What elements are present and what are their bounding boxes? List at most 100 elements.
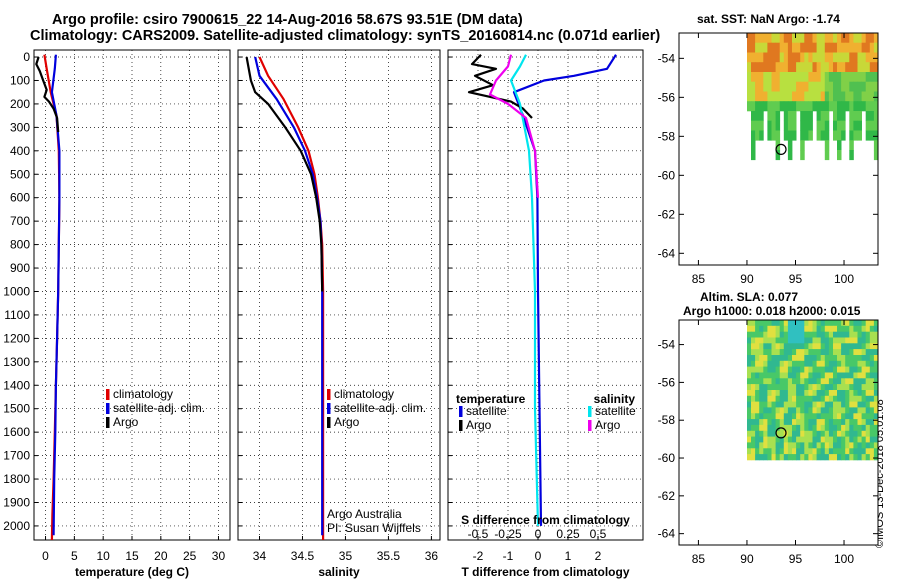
map-cell — [853, 349, 858, 356]
map-cell — [775, 407, 781, 414]
map-cell — [804, 424, 809, 432]
map-cell — [824, 91, 830, 102]
map-cell — [853, 120, 858, 131]
map-cell — [861, 325, 867, 332]
map-cell — [775, 360, 781, 367]
map-cell — [828, 343, 834, 350]
map-cell — [755, 52, 760, 63]
map-cell — [804, 343, 809, 350]
map-cell — [820, 320, 826, 327]
map-cell — [808, 52, 813, 63]
map-cell — [808, 343, 813, 350]
map-cell — [849, 372, 854, 379]
map-cell — [841, 81, 846, 92]
map-cell — [747, 372, 752, 379]
map-cell — [853, 111, 858, 122]
map-cell — [833, 424, 838, 432]
map-cell — [771, 378, 776, 385]
map-cell — [804, 42, 809, 53]
map-cell — [771, 81, 776, 92]
x-tick-label: 35.5 — [377, 549, 401, 563]
map-cell — [873, 366, 879, 373]
map-cell — [747, 81, 752, 92]
map-cell — [792, 355, 797, 362]
map-cell — [755, 331, 760, 338]
map-cell — [869, 360, 875, 367]
map-cell — [759, 454, 764, 461]
map-cell — [849, 378, 854, 385]
map-cell — [828, 62, 834, 73]
map-cell — [808, 384, 813, 391]
series-line — [512, 54, 617, 526]
map-cell — [751, 419, 756, 426]
map-cell — [833, 378, 838, 385]
map-cell — [759, 101, 764, 112]
map-cell — [771, 101, 776, 112]
map-cell — [833, 42, 838, 53]
map-cell — [771, 384, 776, 391]
map-cell — [816, 413, 822, 420]
map-cell — [792, 366, 797, 373]
map-cell — [853, 436, 858, 443]
map-cell — [841, 366, 846, 373]
map-cell — [759, 337, 764, 344]
map-cell — [751, 343, 756, 350]
legend-swatch — [588, 406, 592, 417]
map-cell — [857, 52, 862, 63]
map-cell — [869, 366, 875, 373]
sla-map-subtitle: Argo h1000: 0.018 h2000: 0.015 — [683, 304, 861, 318]
map-cell — [837, 91, 842, 102]
map-cell — [767, 430, 772, 437]
map-cell — [869, 355, 875, 362]
map-cell — [775, 424, 781, 432]
map-cell — [845, 390, 850, 397]
y-tick-label: 1100 — [4, 308, 30, 322]
map-cell — [845, 81, 850, 92]
map-cell — [849, 111, 854, 122]
map-cell — [763, 52, 768, 63]
map-cell — [775, 130, 781, 141]
map-cell — [820, 52, 826, 63]
legend-label: Argo — [466, 418, 492, 432]
map-cell — [841, 395, 846, 402]
map-cell — [857, 42, 862, 53]
map-cell — [775, 390, 781, 397]
map-cell — [853, 130, 858, 141]
map-cell — [763, 401, 768, 408]
y-tick-label: 1300 — [3, 355, 30, 369]
map-cell — [767, 395, 772, 402]
map-cell — [783, 366, 789, 373]
map-cell — [833, 436, 838, 443]
map-cell — [865, 424, 871, 432]
map-cell — [783, 337, 789, 344]
map-cell — [837, 395, 842, 402]
map-cell — [787, 401, 793, 408]
map-cell — [833, 33, 838, 44]
map-cell — [800, 130, 805, 141]
map-cell — [841, 101, 846, 112]
map-cell — [783, 81, 789, 92]
map-cell — [751, 140, 756, 151]
map-cell — [775, 150, 781, 161]
map-cell — [837, 390, 842, 397]
map-cell — [800, 52, 805, 63]
map-cell — [865, 33, 871, 44]
map-cell — [804, 419, 809, 426]
map-cell — [747, 413, 752, 420]
map-cell — [841, 390, 846, 397]
map-cell — [796, 33, 801, 44]
map-cell — [755, 337, 760, 344]
map-cell — [853, 454, 858, 461]
map-cell — [828, 320, 834, 327]
secondary-tick-label: 0.5 — [590, 527, 607, 541]
map-cell — [775, 378, 781, 385]
x-tick-label: 36 — [425, 549, 439, 563]
map-cell — [767, 442, 772, 449]
map-cell — [853, 101, 858, 112]
map-cell — [779, 349, 785, 356]
map-cell — [833, 325, 838, 332]
map-cell — [771, 430, 776, 437]
map-cell — [833, 343, 838, 350]
map-cell — [824, 337, 830, 344]
map-cell — [759, 395, 764, 402]
